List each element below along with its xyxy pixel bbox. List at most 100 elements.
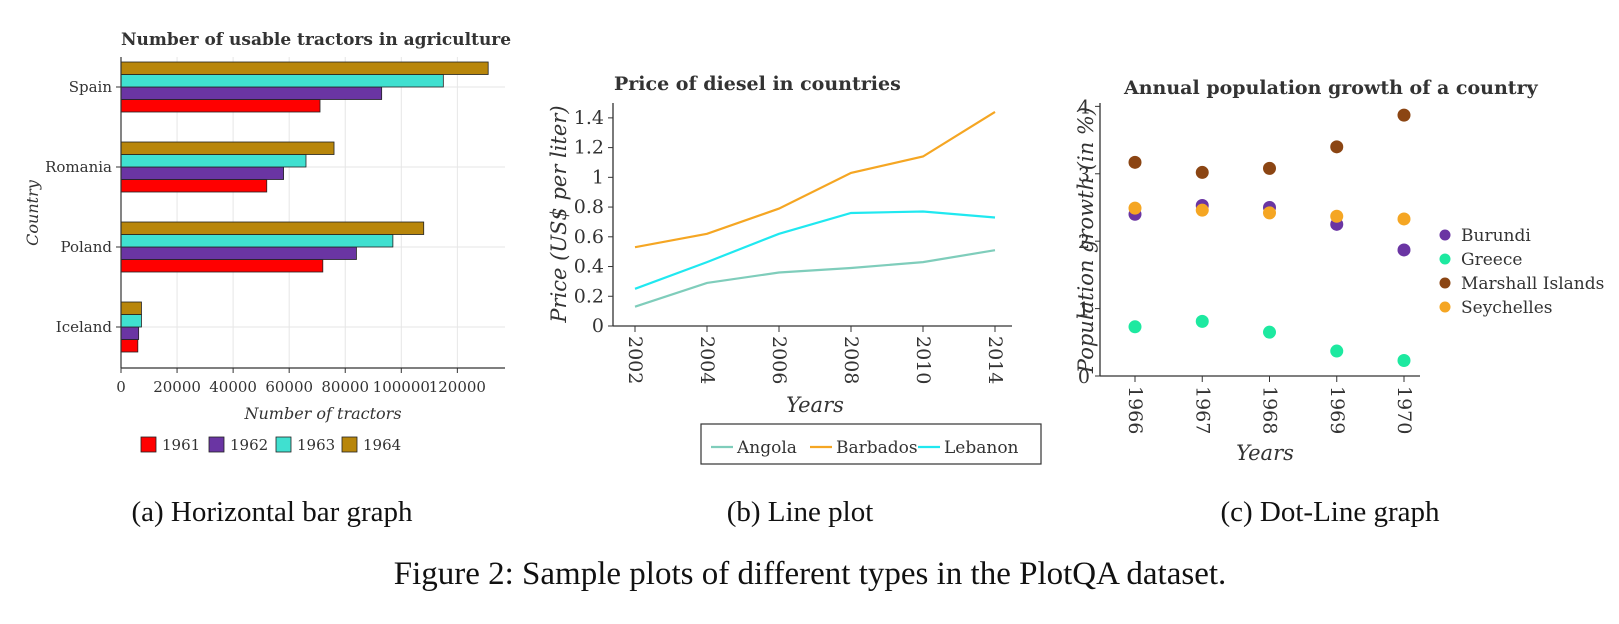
- y-axis-label: Country: [23, 179, 42, 246]
- bar-1962: [120, 86, 383, 100]
- data-point-Seychelles: [1397, 212, 1411, 226]
- data-point-Seychelles: [1330, 209, 1344, 223]
- legend-label: Greece: [1461, 250, 1522, 270]
- y-tick-label: 1: [592, 166, 604, 188]
- x-tick-label: 1969: [1326, 386, 1348, 434]
- y-tick-label: 0: [592, 315, 604, 337]
- chart-title: Number of usable tractors in agriculture: [121, 30, 511, 50]
- bar-1963: [120, 154, 307, 168]
- data-point-Seychelles: [1263, 206, 1276, 220]
- legend-marker-Burundi: [1439, 229, 1451, 241]
- bar-1964: [120, 61, 489, 75]
- legend-label: 1961: [162, 436, 200, 454]
- legend-label: Marshall Islands: [1461, 274, 1604, 294]
- x-tick-label: 2006: [768, 336, 790, 384]
- legend-swatch-1964: [341, 436, 358, 453]
- x-tick-label: 1966: [1124, 386, 1146, 434]
- y-axis-label: Population growth (in %): [1074, 107, 1098, 374]
- subcaption-b: (b) Line plot: [726, 496, 874, 528]
- x-tick-label: 0: [116, 378, 126, 396]
- x-axis-label: Years: [786, 393, 844, 417]
- subcaption-a: (a) Horizontal bar graph: [131, 496, 413, 528]
- line-chart: Price of diesel in countries 0 0.2 0.4 0.6 0.…: [547, 73, 1042, 465]
- bar-1962: [120, 246, 357, 260]
- data-point-Marshall Islands: [1397, 108, 1411, 122]
- legend-marker-Seychelles: [1439, 301, 1451, 313]
- legend-box: [700, 423, 1042, 465]
- legend-swatch-1963: [275, 436, 292, 453]
- legend-label: Seychelles: [1461, 298, 1553, 318]
- bar-1962: [120, 326, 140, 340]
- data-point-Greece: [1195, 314, 1209, 328]
- legend-label: Barbados: [836, 438, 918, 458]
- data-point-Greece: [1263, 325, 1276, 339]
- x-tick-label: 40000: [209, 378, 257, 396]
- legend-label: Lebanon: [944, 438, 1019, 458]
- y-tick-label: Poland: [60, 238, 112, 256]
- x-tick-label: 120000: [429, 378, 486, 396]
- data-point-Marshall Islands: [1330, 140, 1344, 154]
- data-point-Greece: [1128, 320, 1142, 334]
- bar-1964: [120, 141, 335, 155]
- subcaption-c: (c) Dot-Line graph: [1220, 496, 1440, 528]
- y-tick-label: 2: [1078, 231, 1090, 253]
- legend-swatch-1962: [208, 436, 225, 453]
- bar-1961: [120, 339, 139, 353]
- x-tick-label: 20000: [153, 378, 201, 396]
- y-tick-label: 1.2: [574, 137, 604, 159]
- bar-1963: [120, 314, 142, 328]
- x-tick-label: 2010: [912, 336, 934, 384]
- series-line-Barbados: [634, 110, 996, 249]
- legend-label: Angola: [736, 438, 797, 458]
- data-point-Seychelles: [1128, 201, 1142, 215]
- x-tick-label: 60000: [265, 378, 313, 396]
- bar-1961: [120, 259, 324, 273]
- x-tick-label: 80000: [321, 378, 369, 396]
- y-tick-label: 3: [1078, 164, 1090, 186]
- y-tick-label: Romania: [45, 158, 112, 176]
- x-tick-label: 2008: [840, 336, 862, 384]
- bar-1961: [120, 179, 268, 193]
- y-tick-label: 0.2: [574, 285, 604, 307]
- y-tick-label: 0: [1078, 366, 1090, 388]
- data-point-Burundi: [1397, 243, 1411, 257]
- dot-line-chart: Annual population growth of a country 0 1 2…: [1074, 77, 1604, 465]
- bar-1964: [120, 221, 425, 235]
- data-point-Marshall Islands: [1195, 165, 1209, 179]
- bar-1964: [120, 301, 142, 315]
- bar-1963: [120, 74, 444, 88]
- figure-caption: Figure 2: Sample plots of different type…: [393, 556, 1227, 592]
- legend-label: 1962: [230, 436, 268, 454]
- chart-title: Price of diesel in countries: [614, 73, 901, 95]
- legend-label: 1963: [297, 436, 335, 454]
- x-tick-label: 1970: [1393, 386, 1415, 434]
- bar-1963: [120, 234, 394, 248]
- y-tick-label: 1: [1078, 299, 1090, 321]
- x-axis-label: Years: [1236, 441, 1294, 465]
- horizontal-bar-chart: Number of usable tractors in agriculture…: [23, 30, 511, 454]
- data-point-Marshall Islands: [1128, 155, 1142, 169]
- y-tick-label: 1.4: [574, 107, 604, 129]
- data-point-Marshall Islands: [1263, 161, 1276, 175]
- y-tick-label: Iceland: [56, 318, 113, 336]
- x-tick-label: 2004: [696, 336, 718, 384]
- x-tick-label: 1967: [1191, 386, 1213, 434]
- chart-title: Annual population growth of a country: [1123, 77, 1539, 99]
- data-point-Seychelles: [1195, 203, 1209, 217]
- x-tick-label: 2002: [624, 336, 646, 384]
- x-axis-label: Number of tractors: [243, 404, 401, 423]
- y-axis-label: Price (US$ per liter): [547, 105, 571, 323]
- legend-marker-Marshall Islands: [1439, 277, 1451, 289]
- data-point-Greece: [1330, 344, 1344, 358]
- x-tick-label: 1968: [1259, 386, 1281, 434]
- x-tick-label: 2014: [984, 336, 1006, 384]
- legend-label: Burundi: [1461, 226, 1531, 246]
- series-line-Angola: [634, 249, 996, 308]
- legend-label: 1964: [363, 436, 401, 454]
- series-line-Lebanon: [634, 210, 996, 290]
- x-tick-label: 100000: [373, 378, 430, 396]
- y-tick-label: 0.8: [574, 196, 604, 218]
- y-tick-label: 0.6: [574, 226, 604, 248]
- y-tick-label: 0.4: [574, 256, 604, 278]
